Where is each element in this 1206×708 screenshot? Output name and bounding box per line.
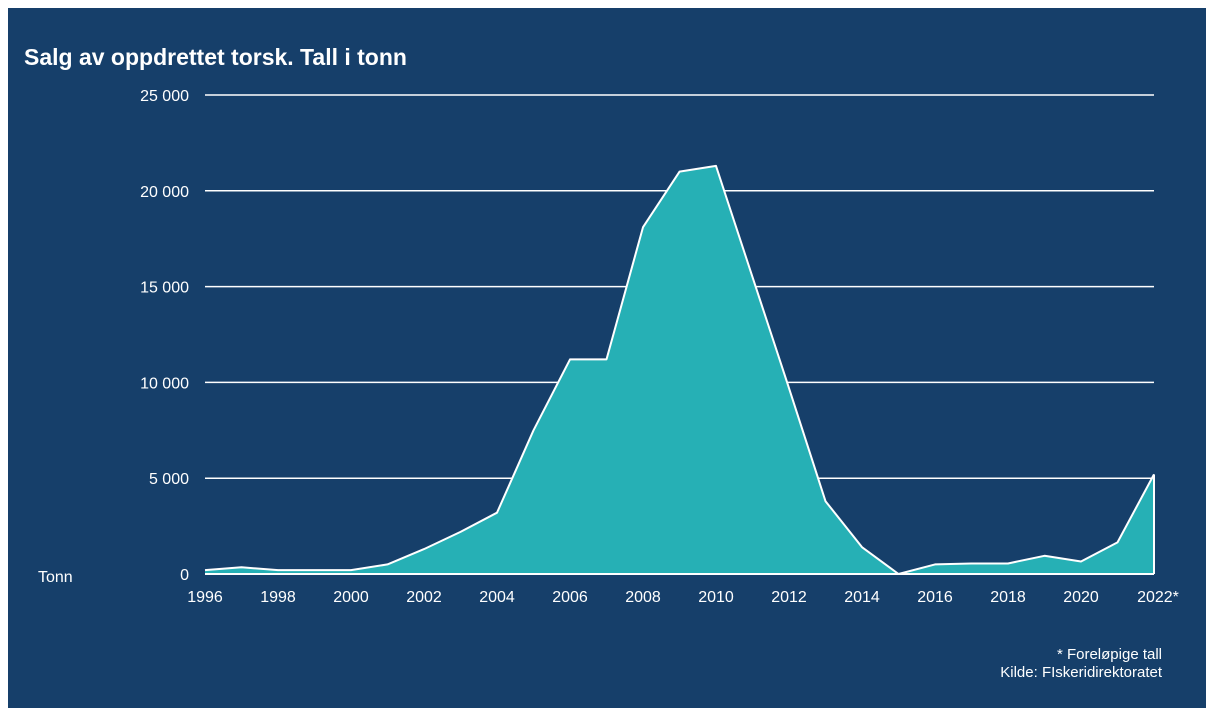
- chart-title: Salg av oppdrettet torsk. Tall i tonn: [24, 44, 407, 70]
- y-tick-label: 0: [180, 567, 189, 584]
- y-tick-label: 20 000: [140, 184, 189, 201]
- series-area: [205, 165, 1154, 574]
- y-tick-label: 15 000: [140, 280, 189, 297]
- x-tick-label: 2020: [1063, 589, 1099, 606]
- x-tick-label: 1996: [187, 589, 223, 606]
- footnote: * Foreløpige tall Kilde: FIskeridirektor…: [1000, 646, 1162, 682]
- x-tick-label: 2022*: [1137, 589, 1179, 606]
- chart-panel: Salg av oppdrettet torsk. Tall i tonn 0 5…: [8, 8, 1206, 708]
- x-tick-label: 2008: [625, 589, 661, 606]
- preliminary-note: * Foreløpige tall: [1056, 646, 1162, 663]
- x-tick-label: 2014: [844, 589, 880, 606]
- x-tick-label: 2010: [698, 589, 734, 606]
- y-tick-label: 10 000: [140, 375, 189, 392]
- x-tick-label: 2000: [333, 589, 369, 606]
- x-tick-label: 2016: [917, 589, 953, 606]
- area-chart: 0 5 000 10 000 15 000 20 000 25 000 1996 1998 20…: [38, 88, 1179, 606]
- x-tick-label: 1998: [260, 589, 296, 606]
- x-tick-label: 2012: [771, 589, 807, 606]
- x-tick-label: 2018: [990, 589, 1026, 606]
- source-note: Kilde: FIskeridirektoratet: [1000, 664, 1162, 681]
- x-tick-label: 2002: [406, 589, 442, 606]
- y-tick-label: 25 000: [140, 88, 189, 105]
- series-line: [204, 164, 1155, 575]
- y-tick-label: 5 000: [149, 471, 189, 488]
- x-tick-label: 2006: [552, 589, 588, 606]
- y-axis-label: Tonn: [38, 569, 73, 586]
- x-tick-label: 2004: [479, 589, 515, 606]
